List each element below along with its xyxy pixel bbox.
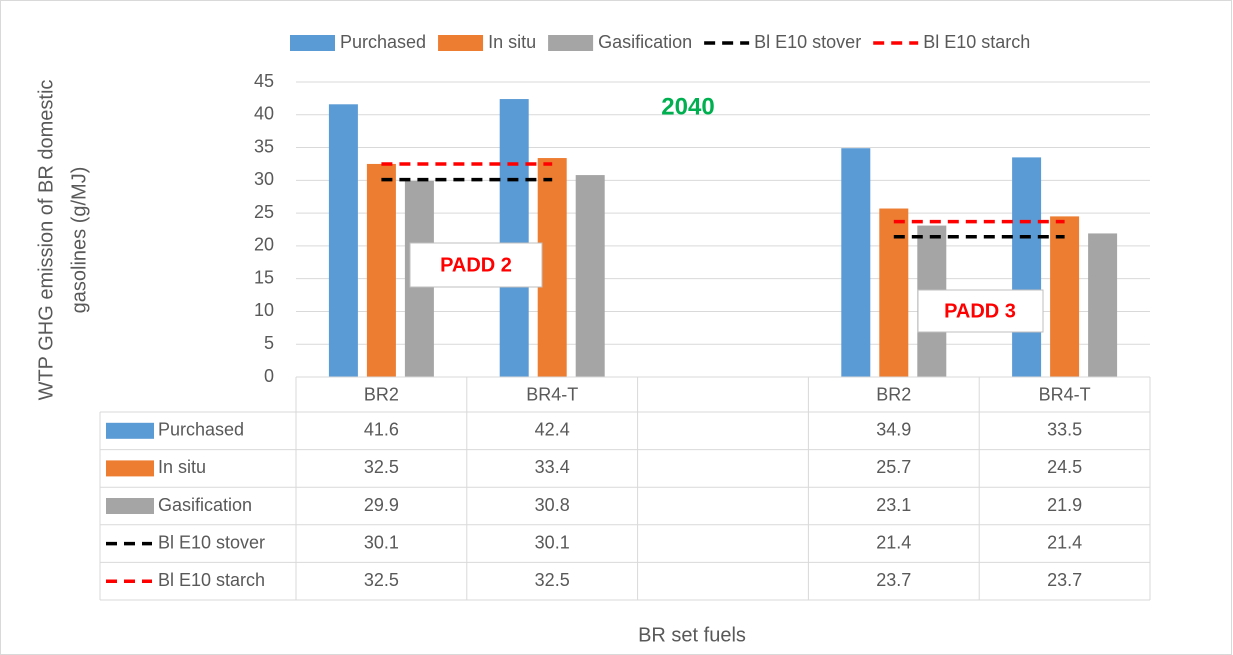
legend-label: Bl E10 stover bbox=[754, 32, 861, 52]
bar bbox=[328, 104, 358, 378]
table-cell: 32.5 bbox=[364, 457, 399, 477]
table-legend-swatch bbox=[106, 460, 154, 477]
x-tick-label: BR2 bbox=[876, 384, 911, 404]
table-cell: 33.4 bbox=[535, 457, 570, 477]
x-tick-label: BR4-T bbox=[526, 384, 578, 404]
bar bbox=[366, 163, 396, 377]
table-cell: 42.4 bbox=[535, 420, 570, 440]
legend-swatch bbox=[438, 35, 484, 51]
y-axis-title: WTP GHG emission of BR domestic bbox=[35, 80, 57, 401]
table-cell: 32.5 bbox=[535, 570, 570, 590]
annotation: PADD 3 bbox=[944, 300, 1016, 322]
y-axis-title: gasolines (g/MJ) bbox=[68, 167, 90, 314]
y-tick-label: 45 bbox=[254, 71, 274, 91]
bar bbox=[879, 208, 909, 377]
table-row-label: In situ bbox=[158, 457, 206, 477]
legend-swatch bbox=[290, 35, 335, 51]
bar bbox=[499, 99, 529, 378]
bar bbox=[1088, 233, 1118, 377]
y-tick-label: 40 bbox=[254, 104, 274, 124]
table-legend-swatch bbox=[106, 422, 154, 439]
y-tick-label: 0 bbox=[264, 366, 274, 386]
table-cell: 21.4 bbox=[1047, 532, 1082, 552]
table-row-label: Bl E10 starch bbox=[158, 570, 265, 590]
series-line bbox=[381, 162, 1065, 224]
bar bbox=[1012, 157, 1042, 377]
legend-label: Purchased bbox=[340, 32, 426, 52]
bar bbox=[575, 175, 605, 377]
annotation-box bbox=[409, 242, 543, 288]
table-cell: 23.1 bbox=[876, 495, 911, 515]
table-cell: 29.9 bbox=[364, 495, 399, 515]
table-cell: 30.1 bbox=[364, 532, 399, 552]
table-cell: 24.5 bbox=[1047, 457, 1082, 477]
table-legend-swatch bbox=[106, 498, 154, 514]
table-cell: 41.6 bbox=[364, 420, 399, 440]
x-tick-label: BR4-T bbox=[1039, 384, 1091, 404]
bar bbox=[537, 158, 567, 377]
legend-label: Gasification bbox=[598, 32, 692, 52]
table-row-label: Bl E10 stover bbox=[158, 532, 265, 552]
table-cell: 23.7 bbox=[1047, 570, 1082, 590]
table-cell: 30.8 bbox=[535, 495, 570, 515]
y-tick-label: 20 bbox=[254, 235, 274, 255]
y-tick-label: 30 bbox=[254, 169, 274, 189]
y-tick-label: 25 bbox=[254, 202, 274, 222]
y-tick-label: 15 bbox=[254, 267, 274, 287]
y-tick-label: 5 bbox=[264, 333, 274, 353]
table-cell: 33.5 bbox=[1047, 420, 1082, 440]
x-tick-label: BR2 bbox=[364, 384, 399, 404]
annotation-box bbox=[917, 289, 1044, 333]
table-cell: 21.4 bbox=[876, 532, 911, 552]
series-line bbox=[381, 177, 1065, 239]
table-row-label: Gasification bbox=[158, 495, 252, 515]
bar bbox=[841, 148, 871, 377]
table-cell: 30.1 bbox=[535, 532, 570, 552]
bar bbox=[1050, 216, 1080, 377]
y-tick-label: 35 bbox=[254, 136, 274, 156]
annotation: 2040 bbox=[661, 93, 714, 120]
table-row-label: Purchased bbox=[158, 420, 244, 440]
legend-swatch bbox=[548, 35, 594, 51]
y-tick-label: 10 bbox=[254, 300, 274, 320]
table-cell: 25.7 bbox=[876, 457, 911, 477]
table-cell: 23.7 bbox=[876, 570, 911, 590]
x-axis-title: BR set fuels bbox=[638, 624, 746, 646]
legend-label: Bl E10 starch bbox=[923, 32, 1030, 52]
legend-label: In situ bbox=[488, 32, 536, 52]
table-cell: 32.5 bbox=[364, 570, 399, 590]
table-cell: 21.9 bbox=[1047, 495, 1082, 515]
annotation: PADD 2 bbox=[440, 254, 512, 276]
table-cell: 34.9 bbox=[876, 420, 911, 440]
